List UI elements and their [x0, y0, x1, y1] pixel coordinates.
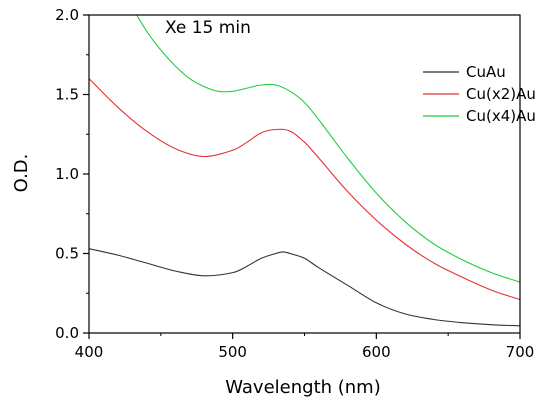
series-line-cuau	[89, 248, 520, 327]
x-tick-label: 500	[218, 343, 247, 361]
series-line-cu-x2-au	[89, 78, 520, 301]
plot-area	[89, 15, 520, 327]
y-tick-label: 2.0	[55, 6, 79, 24]
y-tick-label: 0.0	[55, 324, 79, 342]
annotation-label: Xe 15 min	[165, 18, 251, 38]
y-tick-label: 1.0	[55, 165, 79, 183]
x-axis-title: Wavelength (nm)	[225, 377, 381, 398]
legend-label: Cu(x2)Au	[466, 85, 536, 103]
x-tick-label: 400	[75, 343, 104, 361]
x-axis: 400 500 600 700	[75, 333, 535, 361]
y-axis-title: O.D.	[11, 154, 32, 193]
y-axis: 0.0 0.5 1.0 1.5 2.0	[55, 6, 89, 342]
y-tick-label: 0.5	[55, 245, 79, 263]
legend-label: CuAu	[466, 63, 506, 81]
series-line-cu-x4-au	[136, 15, 520, 283]
y-tick-label: 1.5	[55, 86, 79, 104]
x-tick-label: 700	[506, 343, 535, 361]
legend: CuAu Cu(x2)Au Cu(x4)Au	[423, 63, 536, 125]
x-tick-label: 600	[362, 343, 391, 361]
legend-label: Cu(x4)Au	[466, 107, 536, 125]
plot-frame	[88, 14, 521, 334]
